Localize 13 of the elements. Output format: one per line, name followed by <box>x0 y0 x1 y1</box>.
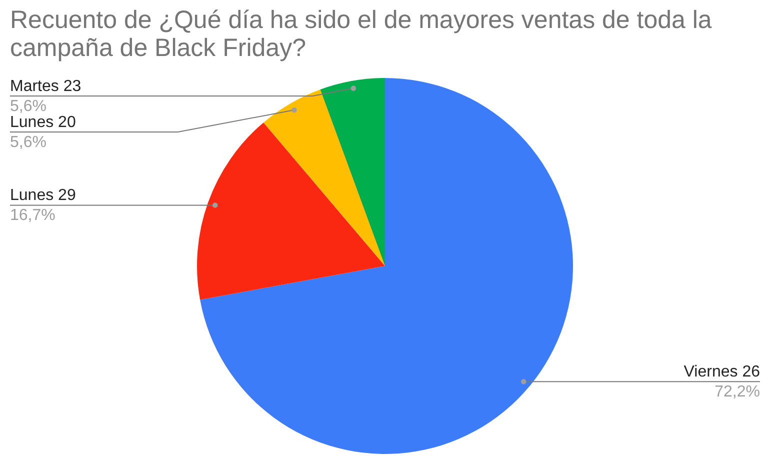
slice-label: Viernes 26 <box>684 364 760 381</box>
chart-title: Recuento de ¿Qué día ha sido el de mayores ventas de toda la campaña de Black Friday? <box>10 6 712 62</box>
data-label: 5,6% <box>10 134 46 151</box>
data-label: 72,2% <box>714 384 760 401</box>
slice-label: Martes 23 <box>10 78 82 95</box>
data-label: 16,7% <box>10 207 56 224</box>
pie-slice <box>200 78 573 454</box>
pie-slice <box>197 122 385 300</box>
pie-slice <box>263 89 385 266</box>
slice-label: Lunes 20 <box>10 114 76 131</box>
pie-slice <box>320 78 385 266</box>
data-label: 5,6% <box>10 98 46 115</box>
slice-label: Lunes 29 <box>10 187 76 204</box>
